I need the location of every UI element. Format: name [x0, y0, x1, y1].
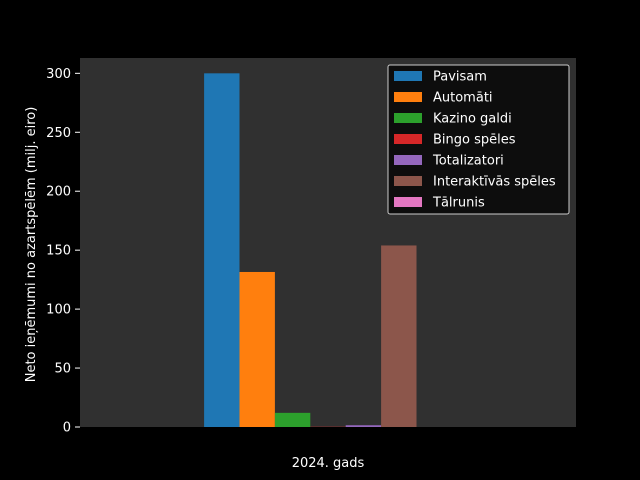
y-tick-label-5: 250	[46, 126, 71, 141]
y-tick-label-0: 0	[63, 421, 71, 436]
y-tick-label-4: 200	[46, 185, 71, 200]
legend-label-7: Tālrunis	[432, 196, 485, 211]
legend-label-5: Totalizatori	[432, 154, 504, 169]
legend-label-2: Automāti	[433, 91, 493, 106]
y-tick-label-1: 50	[54, 362, 71, 377]
legend-label-6: Interaktīvās spēles	[433, 175, 556, 190]
x-axis-label: 2024. gads	[292, 456, 365, 471]
legend-label-3: Kazino galdi	[433, 112, 512, 127]
bars-group	[204, 73, 417, 428]
y-tick-label-3: 150	[46, 244, 71, 259]
bar-1	[204, 73, 240, 428]
legend-label-4: Bingo spēles	[433, 133, 516, 148]
legend-swatch-4	[394, 134, 422, 144]
bar-6	[381, 245, 417, 427]
bar-5	[345, 425, 382, 427]
y-tick-label-6: 300	[46, 67, 71, 82]
legend-swatch-1	[394, 71, 422, 81]
y-axis: 0 50 100 150 200 250 300	[46, 67, 80, 436]
bar-3	[274, 412, 311, 427]
y-axis-label: Neto ieņēmumi no azartspēlēm (milj. eiro…	[24, 107, 39, 383]
bar-2	[239, 271, 275, 427]
legend-label-1: Pavisam	[433, 70, 487, 85]
legend-frame	[387, 64, 570, 215]
legend: Pavisam Automāti Kazino galdi Bingo spēles T…	[387, 64, 570, 215]
legend-swatch-2	[394, 92, 422, 102]
legend-swatch-7	[394, 197, 422, 207]
legend-swatch-6	[394, 176, 422, 186]
legend-swatch-5	[394, 155, 422, 165]
y-tick-label-2: 100	[46, 303, 71, 318]
legend-swatch-3	[394, 113, 422, 123]
